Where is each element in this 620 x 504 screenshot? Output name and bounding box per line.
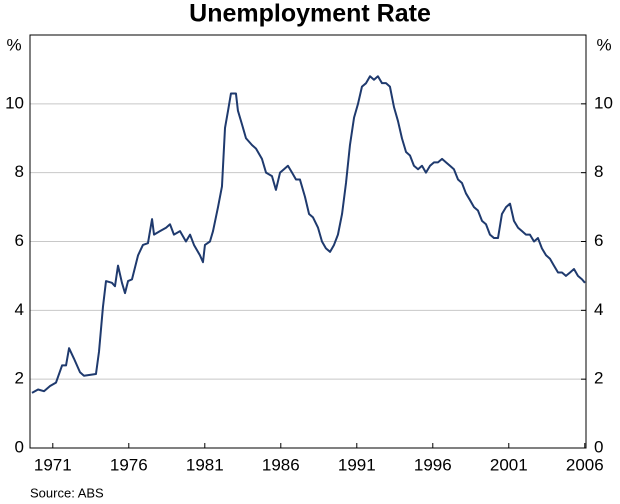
y-axis-label: % — [6, 35, 21, 54]
x-tick-label: 1986 — [262, 455, 300, 474]
y2-tick-label: 8 — [594, 162, 603, 181]
x-tick-label: 2001 — [490, 455, 528, 474]
y2-tick-label: 2 — [594, 369, 603, 388]
y2-tick-label: 6 — [594, 231, 603, 250]
x-tick-label: 1976 — [110, 455, 148, 474]
x-tick-label: 1971 — [34, 455, 72, 474]
x-tick-label: 1981 — [186, 455, 224, 474]
chart-title: Unemployment Rate — [189, 0, 431, 28]
y-tick-label: 4 — [15, 300, 24, 319]
source: Source: ABS — [30, 485, 104, 500]
y-tick-label: 8 — [15, 162, 24, 181]
line — [31, 75, 586, 394]
y-tick-label: 2 — [15, 369, 24, 388]
y2-tick-label: 4 — [594, 300, 603, 319]
plot-frame — [29, 34, 587, 449]
y-tick-label: 10 — [5, 93, 24, 112]
x-tick-label: 2006 — [566, 455, 604, 474]
y2-axis-label: % — [596, 35, 611, 54]
y-tick-label: 0 — [15, 437, 24, 456]
x-tick-label: 1991 — [338, 455, 376, 474]
y-tick-label: 6 — [15, 231, 24, 250]
x-tick-label: 1996 — [414, 455, 452, 474]
y2-tick-label: 0 — [594, 437, 603, 456]
y2-tick-label: 10 — [594, 93, 613, 112]
